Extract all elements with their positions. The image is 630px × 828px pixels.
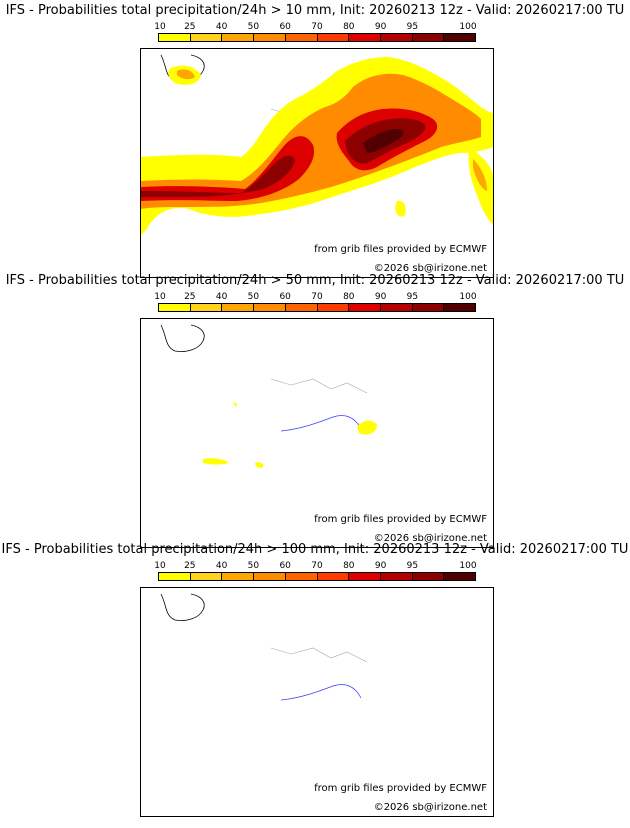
colorbar-segment [159,573,191,580]
colorbar-tick-label: 50 [247,561,260,571]
colorbar-segment [444,34,476,41]
colorbar-tick-label: 40 [215,292,228,302]
colorbar-tick-label: 25 [184,292,196,302]
credit-copyright: ©2026 sb@irizone.net [373,533,487,544]
colorbar-segment [349,34,381,41]
colorbar-segment [285,304,318,311]
colorbar-segment [349,304,381,311]
colorbar-segment [380,304,413,311]
colorbar-tick-label: 25 [184,561,196,571]
probability-field [203,402,377,468]
colorbar-segment [190,304,223,311]
map-10mm: from grib files provided by ECMWF ©2026 … [140,48,494,278]
colorbar: 10 25 40 50 60 70 80 90 95 100 [154,22,477,44]
colorbar-segment [412,304,445,311]
colorbar-tick-label: 40 [215,22,228,32]
colorbar-segment [159,34,191,41]
colorbar-tick-label: 95 [406,561,419,571]
colorbar-bar [158,303,476,312]
credit-ecmwf: from grib files provided by ECMWF [314,783,487,794]
credit-copyright: ©2026 sb@irizone.net [373,263,487,274]
colorbar-segment [380,573,413,580]
map-svg [160,593,368,701]
panel-title: IFS - Probabilities total precipitation/… [5,273,625,288]
colorbar-segment [222,34,255,41]
colorbar-segment [412,34,445,41]
colorbar-segment [254,573,286,580]
colorbar-tick-label: 90 [374,561,387,571]
colorbar-tick-label: 70 [311,561,323,571]
colorbar-segment [254,34,286,41]
credit-ecmwf: from grib files provided by ECMWF [314,244,487,255]
colorbar-segment [222,304,255,311]
panel-50mm: IFS - Probabilities total precipitation/… [0,270,630,548]
colorbar-segment [190,34,223,41]
colorbar-segment [222,573,255,580]
colorbar-segment [285,573,318,580]
probability-field [141,57,493,235]
panel-100mm: IFS - Probabilities total precipitation/… [0,539,630,817]
colorbar-tick-label: 10 [154,292,166,302]
map-50mm: from grib files provided by ECMWF ©2026 … [140,318,494,548]
colorbar-tick-label: 95 [406,292,419,302]
colorbar-segment [285,34,318,41]
colorbar-tick-label: 95 [406,22,419,32]
colorbar-segment [444,573,476,580]
credit-copyright: ©2026 sb@irizone.net [373,802,487,813]
map-svg [141,54,493,235]
colorbar-segment [444,304,476,311]
colorbar-tick-label: 10 [154,561,166,571]
colorbar-tick-label: 50 [247,292,260,302]
colorbar: 10 25 40 50 60 70 80 90 95 100 [154,292,477,314]
colorbar-tick-label: 80 [343,561,355,571]
map-svg [160,324,377,468]
base-map [160,324,368,432]
colorbar-segment [412,573,445,580]
colorbar-bar [158,33,476,42]
colorbar-tick-label: 70 [311,22,323,32]
colorbar-tick-label: 25 [184,22,196,32]
colorbar-segment [317,304,350,311]
colorbar-segment [190,573,223,580]
colorbar-tick-label: 50 [247,22,260,32]
colorbar-segment [159,304,191,311]
colorbar-tick-label: 90 [374,22,387,32]
colorbar-segment [317,34,350,41]
map-100mm: from grib files provided by ECMWF ©2026 … [140,587,494,817]
colorbar-tick-label: 60 [279,22,291,32]
colorbar-segment [317,573,350,580]
panel-title: IFS - Probabilities total precipitation/… [5,3,625,18]
credit-ecmwf: from grib files provided by ECMWF [314,514,487,525]
panel-title: IFS - Probabilities total precipitation/… [1,542,629,557]
panel-10mm: IFS - Probabilities total precipitation/… [0,0,630,278]
colorbar-bar [158,572,476,581]
colorbar-tick-label: 90 [374,292,387,302]
colorbar-tick-label: 70 [311,292,323,302]
colorbar-segment [254,304,286,311]
colorbar-tick-label: 80 [343,22,355,32]
colorbar-tick-label: 60 [279,561,291,571]
colorbar-tick-label: 60 [279,292,291,302]
colorbar-tick-label: 100 [459,561,477,571]
colorbar-segment [349,573,381,580]
base-map [160,593,368,701]
colorbar-tick-label: 10 [154,22,166,32]
colorbar-tick-label: 100 [459,22,477,32]
colorbar-tick-label: 80 [343,292,355,302]
colorbar-tick-label: 40 [215,561,228,571]
colorbar: 10 25 40 50 60 70 80 90 95 100 [154,561,477,583]
colorbar-segment [380,34,413,41]
colorbar-tick-label: 100 [459,292,477,302]
